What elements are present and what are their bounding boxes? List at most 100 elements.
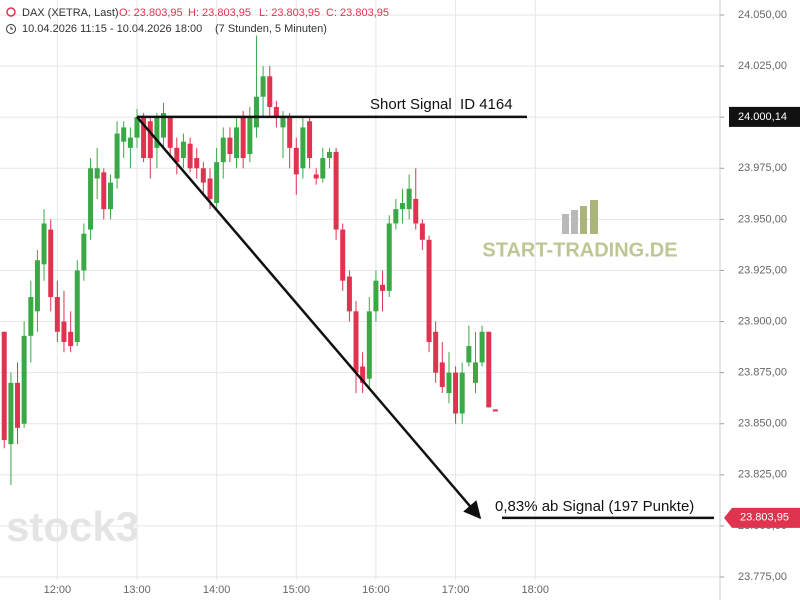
candle-body — [273, 106, 279, 118]
candle-body — [34, 260, 40, 312]
x-tick-label: 12:00 — [44, 584, 72, 596]
y-tick-label: 23.975,00 — [738, 162, 787, 174]
brand-watermark: START-TRADING.DE — [482, 239, 677, 261]
candle-body — [453, 372, 459, 414]
candle-body — [439, 362, 445, 387]
y-tick-label: 23.900,00 — [738, 315, 787, 327]
candle-body — [147, 121, 153, 159]
candle-body — [61, 321, 67, 342]
signal-price-label: 24.000,14 — [738, 111, 787, 123]
ohlc-low: L: 23.803,95 — [259, 7, 320, 19]
x-tick-label: 15:00 — [283, 584, 311, 596]
candle-body — [247, 117, 253, 154]
x-tick-label: 17:00 — [442, 584, 470, 596]
candle-body — [413, 198, 419, 224]
x-tick-label: 14:00 — [203, 584, 231, 596]
y-tick-label: 23.850,00 — [738, 418, 787, 430]
signal-price-box — [729, 106, 800, 127]
candle-body — [386, 223, 392, 291]
signal-annotation: Short Signal ID 4164 — [370, 96, 513, 113]
instrument: DAX (XETRA, Last) — [22, 7, 119, 19]
candle-body — [48, 229, 54, 298]
candle-body — [307, 121, 313, 159]
y-tick-label: 24.025,00 — [738, 60, 787, 72]
candle-body — [399, 203, 405, 210]
y-tick-label: 24.050,00 — [738, 9, 787, 21]
candle-body — [174, 147, 180, 163]
x-tick-label: 16:00 — [362, 584, 390, 596]
candle-body — [360, 366, 366, 383]
candle-body — [154, 117, 160, 148]
candle-body — [101, 172, 107, 210]
candle-body — [419, 223, 425, 240]
candle-body — [214, 162, 220, 204]
x-tick-label: 13:00 — [123, 584, 151, 596]
signal-arrow — [136, 116, 482, 520]
header: DAX (XETRA, Last) O: 23.803,95 H: 23.803… — [6, 7, 389, 35]
candle-body — [479, 331, 485, 363]
candle-body — [200, 168, 206, 183]
candle-body — [88, 168, 94, 230]
x-tick-label: 18:00 — [521, 584, 549, 596]
candle-body — [8, 382, 14, 445]
candle-body — [433, 331, 439, 373]
candle-body — [81, 233, 87, 271]
candle-body — [253, 96, 259, 128]
candle-body — [346, 276, 352, 312]
candle-body — [121, 127, 127, 142]
candle-body — [459, 372, 465, 414]
y-tick-label: 23.825,00 — [738, 469, 787, 481]
candle-body — [267, 76, 273, 107]
candle-body — [134, 117, 140, 138]
period: 10.04.2026 11:15 - 10.04.2026 18:00 — [22, 23, 202, 35]
candle-body — [320, 158, 326, 179]
candle-body — [472, 362, 478, 383]
ohlc-high: H: 23.803,95 — [188, 7, 251, 19]
candle-body — [15, 382, 21, 428]
candle-body — [94, 168, 100, 179]
candle-body — [426, 239, 432, 342]
candle-body — [107, 182, 113, 210]
candle-body — [194, 158, 200, 169]
candle-body — [161, 113, 167, 138]
y-tick-label: 23.950,00 — [738, 213, 787, 225]
y-tick-label: 23.925,00 — [738, 264, 787, 276]
y-tick-label: 23.875,00 — [738, 367, 787, 379]
candle-body — [114, 133, 120, 179]
candle-body — [300, 127, 306, 169]
candle-body — [1, 331, 7, 441]
candle-body — [492, 409, 498, 412]
candle-body — [287, 117, 293, 148]
candle-body — [141, 117, 147, 159]
candle-body — [68, 331, 74, 347]
ohlc-close: C: 23.803,95 — [326, 7, 389, 19]
candle-body — [313, 174, 319, 179]
candle-body — [180, 141, 186, 159]
candle-body — [466, 346, 472, 363]
candle-body — [260, 76, 266, 97]
candle-body — [446, 372, 452, 394]
candle-body — [333, 151, 339, 230]
candle-body — [326, 151, 332, 159]
interval: (7 Stunden, 5 Minuten) — [215, 23, 327, 35]
candle-body — [41, 223, 47, 265]
candle-body — [280, 117, 286, 128]
candle-body — [406, 188, 412, 210]
ohlc-open: O: 23.803,95 — [119, 7, 183, 19]
candle-body — [74, 270, 80, 342]
candle-body — [486, 331, 492, 408]
candle-body — [393, 209, 399, 224]
candle-body — [207, 178, 213, 199]
candle-body — [227, 137, 233, 154]
y-tick-label: 23.775,00 — [738, 571, 787, 583]
candle-body — [220, 137, 226, 163]
candle-body — [187, 143, 193, 169]
candle-body — [234, 127, 240, 159]
candle-body — [127, 137, 133, 148]
candle-body — [373, 280, 379, 312]
candle-body — [353, 311, 359, 373]
candle-body — [380, 284, 386, 291]
candle-body — [340, 229, 346, 281]
